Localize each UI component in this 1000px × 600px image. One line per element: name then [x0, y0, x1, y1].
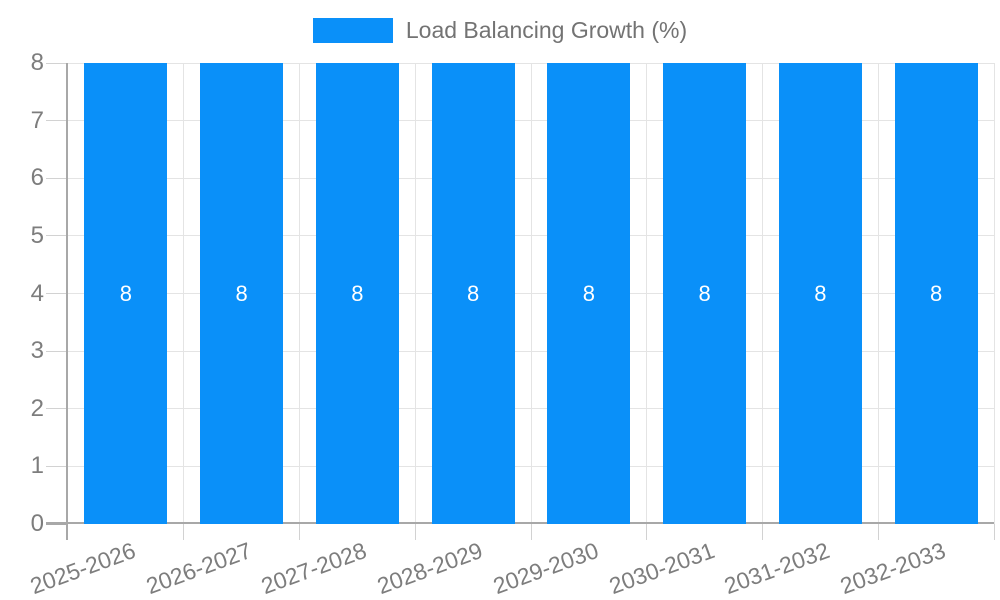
bar-value-label: 8 — [698, 280, 711, 306]
y-axis-tick-label: 8 — [30, 49, 44, 76]
bar-value-label: 8 — [119, 280, 132, 306]
bar-value-label: 8 — [930, 280, 943, 306]
bar[interactable] — [894, 63, 978, 524]
legend-swatch — [312, 17, 393, 43]
bar[interactable] — [200, 63, 284, 524]
y-axis-tick-label: 3 — [30, 337, 44, 365]
y-axis-tick — [46, 177, 68, 179]
y-axis-tick-label: 4 — [30, 279, 44, 307]
legend-label: Load Balancing Growth (%) — [405, 16, 688, 43]
x-axis-tick — [877, 524, 879, 540]
y-axis-tick — [46, 465, 68, 467]
x-axis-tick — [993, 524, 995, 540]
y-axis-tick-label: 5 — [30, 221, 44, 249]
y-axis-tick — [46, 350, 68, 352]
y-axis-tick — [46, 408, 68, 410]
legend-item[interactable]: Load Balancing Growth (%) — [0, 17, 1000, 43]
bar-value-label: 8 — [235, 280, 248, 306]
bar-value-label: 8 — [582, 280, 595, 306]
x-axis-tick — [646, 524, 648, 540]
x-gridline — [414, 63, 416, 524]
x-axis-tick — [762, 524, 763, 540]
bar[interactable] — [778, 63, 862, 524]
bar[interactable] — [663, 63, 747, 524]
bar-value-label: 8 — [814, 280, 827, 306]
bar-value-label: 8 — [467, 280, 480, 306]
y-axis-tick — [46, 62, 68, 64]
x-axis-tick — [414, 524, 416, 540]
bar-value-label: 8 — [351, 280, 364, 306]
x-gridline — [530, 63, 532, 524]
bar[interactable] — [431, 63, 515, 524]
x-gridline — [993, 63, 995, 524]
y-axis-tick — [46, 523, 68, 525]
y-axis-tick — [46, 293, 68, 294]
y-axis-tick — [46, 120, 68, 122]
y-axis-line — [66, 63, 68, 540]
bar[interactable] — [547, 63, 631, 524]
y-axis-tick-label: 0 — [30, 510, 44, 537]
x-gridline — [299, 63, 300, 524]
x-axis-tick — [183, 524, 185, 540]
y-axis-tick-label: 7 — [30, 106, 44, 134]
y-axis-tick-label: 1 — [30, 452, 44, 480]
x-gridline — [183, 63, 185, 524]
x-axis-tick — [530, 524, 532, 540]
y-axis-tick-label: 6 — [30, 164, 44, 192]
x-gridline — [877, 63, 879, 524]
bar[interactable] — [84, 63, 168, 524]
y-axis-tick — [46, 235, 68, 237]
bar[interactable] — [315, 63, 399, 524]
x-gridline — [646, 63, 648, 524]
x-axis-tick — [299, 524, 300, 540]
x-axis-line — [46, 522, 994, 524]
y-axis-tick-label: 2 — [30, 394, 44, 422]
x-gridline — [762, 63, 763, 524]
